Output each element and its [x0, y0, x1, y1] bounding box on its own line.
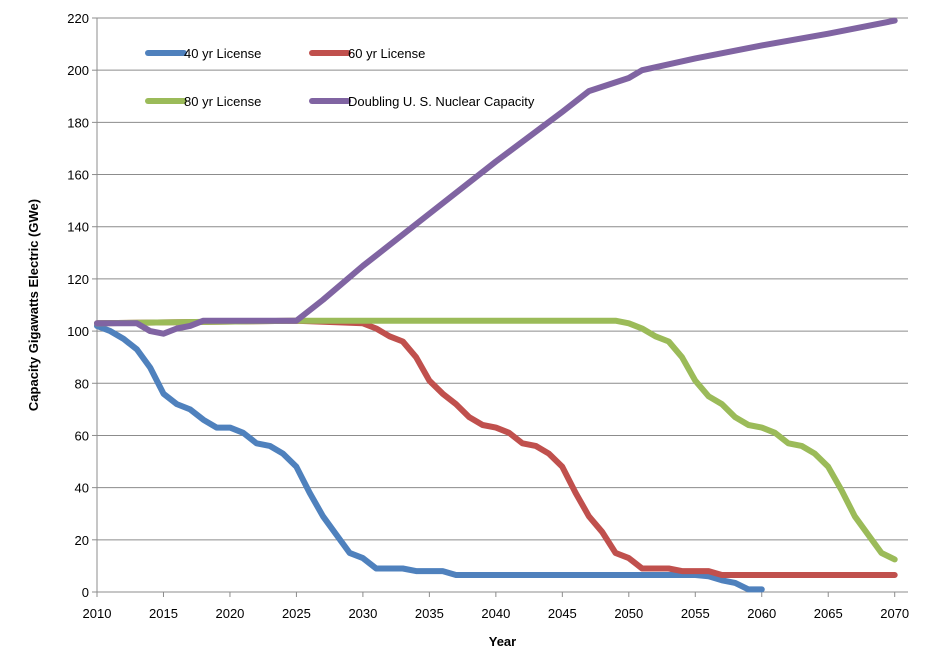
x-tick-label: 2055	[681, 606, 710, 621]
y-tick-label: 60	[75, 428, 89, 443]
grid-layer	[97, 17, 908, 593]
y-tick-label: 40	[75, 481, 89, 496]
legend-label: 40 yr License	[184, 46, 261, 61]
y-tick-label: 160	[67, 168, 89, 183]
y-tick-label: 220	[67, 11, 89, 26]
x-tick-label: 2035	[415, 606, 444, 621]
x-tick-label: 2015	[149, 606, 178, 621]
x-tick-label: 2030	[348, 606, 377, 621]
legend-label: 60 yr License	[348, 46, 425, 61]
y-tick-label: 180	[67, 115, 89, 130]
x-tick-label: 2040	[481, 606, 510, 621]
series-line-2	[94, 317, 898, 578]
y-tick-label: 100	[67, 324, 89, 339]
y-tick-label: 120	[67, 272, 89, 287]
series-line-3	[94, 317, 898, 563]
y-tick-label: 0	[82, 585, 89, 600]
legend-label: 80 yr License	[184, 94, 261, 109]
x-tick-label: 2010	[83, 606, 112, 621]
x-tick-label: 2045	[548, 606, 577, 621]
y-axis-title: Capacity Gigawatts Electric (GWe)	[26, 199, 41, 411]
y-tick-label: 200	[67, 63, 89, 78]
legend: 40 yr License 60 yr License 80 yr License D…	[145, 46, 535, 109]
legend-label: Doubling U. S. Nuclear Capacity	[348, 94, 535, 109]
x-axis-title: Year	[489, 634, 516, 649]
x-tick-label: 2025	[282, 606, 311, 621]
y-tick-label: 80	[75, 376, 89, 391]
x-tick-label: 2050	[614, 606, 643, 621]
x-tick-label: 2060	[747, 606, 776, 621]
series-line-4	[94, 17, 898, 337]
series-layer	[94, 17, 898, 593]
y-tick-label: 140	[67, 220, 89, 235]
series-line-1	[94, 322, 765, 593]
x-tick-label: 2065	[814, 606, 843, 621]
x-tick-label: 2070	[880, 606, 909, 621]
x-tick-label: 2020	[215, 606, 244, 621]
y-tick-label: 20	[75, 533, 89, 548]
